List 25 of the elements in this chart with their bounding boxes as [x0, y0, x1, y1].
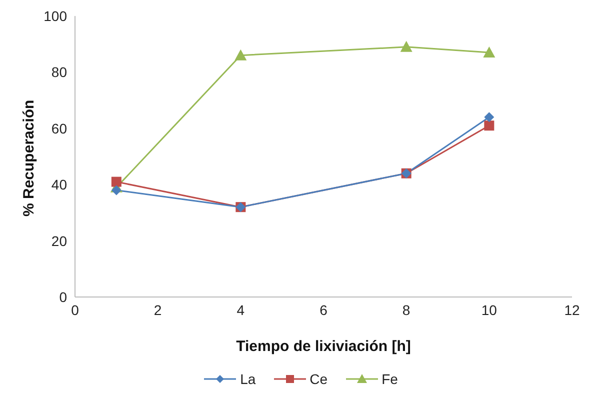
- legend-label: La: [239, 371, 256, 387]
- point: [234, 49, 247, 60]
- point: [400, 40, 412, 52]
- x-tick-label: 8: [402, 302, 410, 318]
- y-axis-title: % Recuperación: [20, 100, 38, 216]
- x-tick-label: 0: [71, 302, 80, 318]
- point: [484, 112, 494, 122]
- point: [111, 185, 122, 196]
- x-tick-label: 6: [320, 302, 328, 318]
- point: [111, 176, 122, 187]
- y-tick-label: 100: [44, 8, 68, 24]
- x-tick-label: 12: [564, 302, 580, 318]
- legend-label: Fe: [380, 371, 398, 387]
- y-tick-label: 0: [59, 288, 68, 305]
- x-axis-title: Tiempo de lixiviación [h]: [236, 338, 411, 355]
- x-tick-label: 10: [481, 302, 498, 318]
- legend-label: Ce: [308, 371, 328, 387]
- y-tick-label: 40: [51, 176, 68, 193]
- x-tick-label: 4: [236, 302, 245, 318]
- point: [483, 46, 496, 58]
- y-tick-label: 80: [51, 64, 68, 80]
- x-tick-label: 2: [154, 302, 162, 318]
- y-tick-label: 60: [51, 120, 68, 136]
- y-tick-label: 20: [51, 232, 68, 249]
- point: [484, 120, 494, 131]
